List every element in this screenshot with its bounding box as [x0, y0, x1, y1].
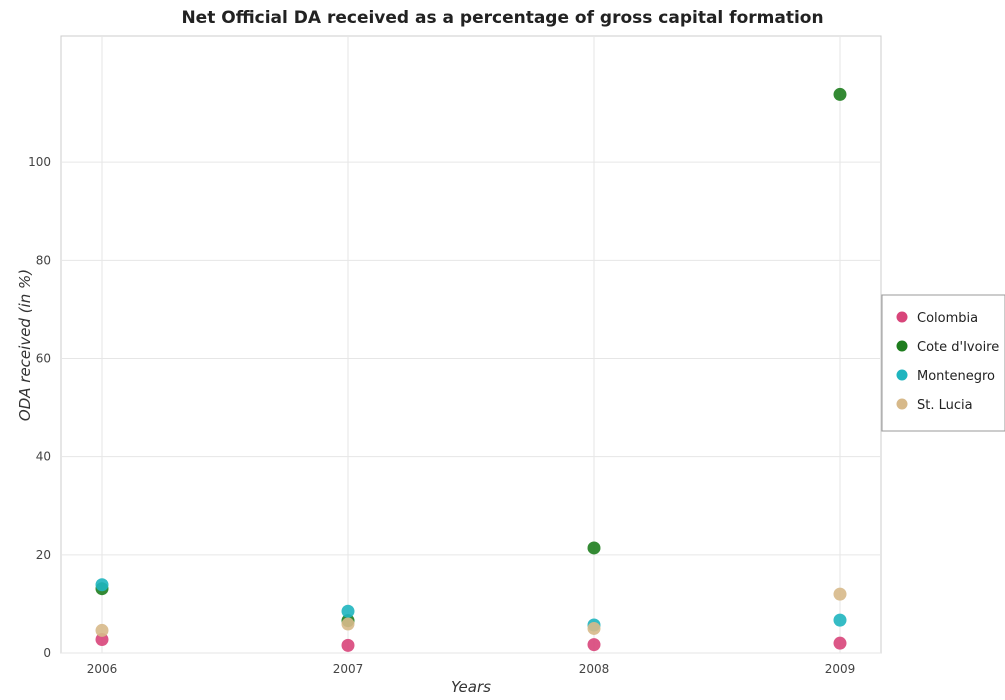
legend-marker: [897, 370, 908, 381]
data-point: [834, 614, 847, 627]
data-point: [342, 605, 355, 618]
data-point: [96, 624, 109, 637]
x-tick-label: 2007: [333, 662, 364, 676]
x-tick-label: 2009: [825, 662, 856, 676]
plot-frame: [61, 36, 881, 653]
legend-label: Montenegro: [917, 369, 995, 384]
data-point: [834, 88, 847, 101]
y-tick-label: 100: [28, 155, 51, 169]
data-point: [342, 618, 355, 631]
legend-marker: [897, 341, 908, 352]
legend-marker: [897, 399, 908, 410]
y-axis-title: ODA received (in %): [16, 269, 34, 421]
x-tick-label: 2008: [579, 662, 610, 676]
data-point: [588, 541, 601, 554]
legend-label: Colombia: [917, 311, 978, 326]
data-point: [834, 588, 847, 601]
data-point: [588, 638, 601, 651]
x-tick-label: 2006: [87, 662, 118, 676]
y-tick-label: 40: [36, 450, 51, 464]
x-axis-title: Years: [451, 678, 491, 696]
y-tick-label: 0: [43, 646, 51, 660]
legend-label: St. Lucia: [917, 398, 973, 413]
y-tick-label: 80: [36, 253, 51, 267]
legend-marker: [897, 312, 908, 323]
legend-label: Cote d'Ivoire: [917, 340, 999, 355]
data-point: [588, 622, 601, 635]
data-point: [342, 639, 355, 652]
y-tick-label: 20: [36, 548, 51, 562]
data-point: [834, 637, 847, 650]
y-tick-label: 60: [36, 352, 51, 366]
data-point: [96, 578, 109, 591]
legend: Colombia Cote d'Ivoire Montenegro St. Lucia: [882, 295, 1005, 431]
